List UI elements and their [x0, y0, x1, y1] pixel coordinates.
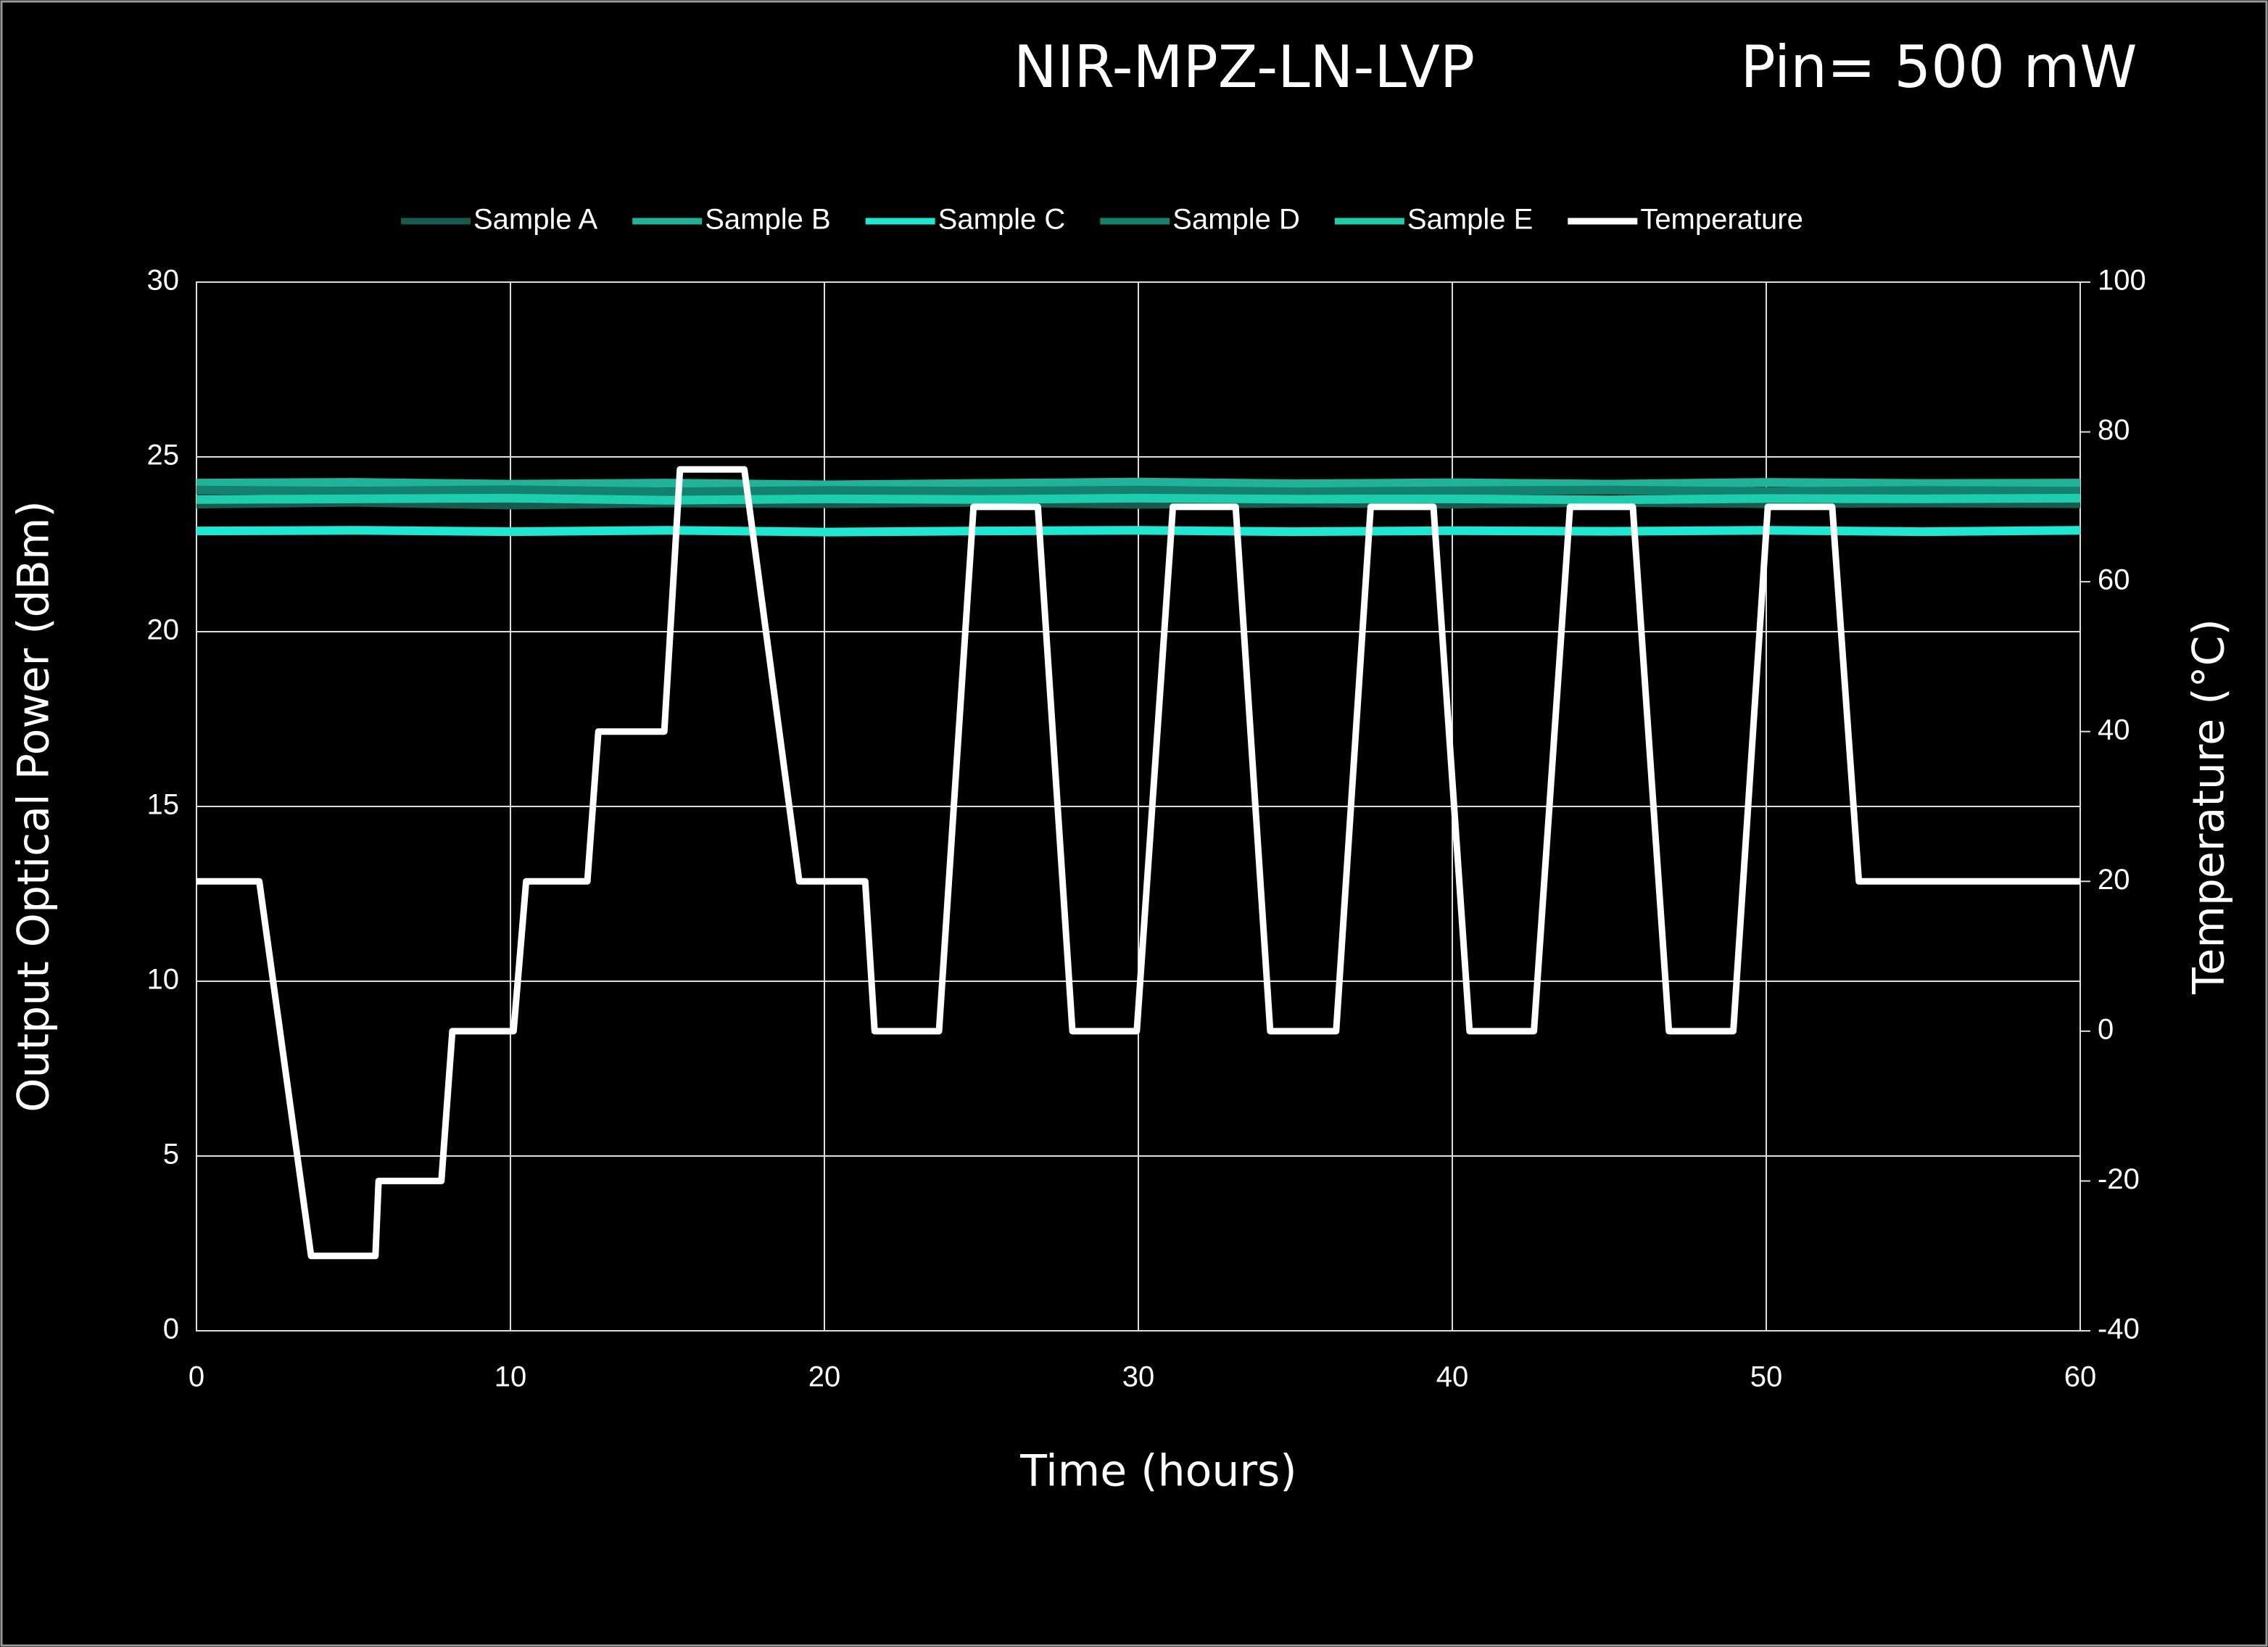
- chart-title: NIR-MPZ-LN-LVP: [1014, 33, 1475, 101]
- legend-label: Sample A: [473, 204, 598, 236]
- x-tick-label: 40: [1436, 1361, 1469, 1393]
- y-tick-label: 25: [147, 439, 180, 471]
- y2-tick-label: 100: [2098, 265, 2146, 297]
- legend-label: Temperature: [1640, 204, 1803, 236]
- temperature-line: [196, 466, 2080, 1260]
- x-tick-label: 50: [1750, 1361, 1783, 1393]
- legend: Sample A Sample B Sample C Sample D Sample E…: [401, 204, 1803, 236]
- y2-tick-label: 40: [2098, 714, 2130, 746]
- x-tick-label: 60: [2064, 1361, 2097, 1393]
- y2-tick-label: 0: [2098, 1013, 2114, 1045]
- plot-border: [196, 281, 2081, 1332]
- legend-label: Sample C: [938, 204, 1066, 236]
- sample-line: [196, 485, 2081, 497]
- y-tick-label: 10: [147, 964, 180, 996]
- y2-tick-label: 80: [2098, 414, 2130, 446]
- sample-line: [196, 477, 2081, 490]
- y2-tick-label: 60: [2098, 564, 2130, 596]
- y-axis-label: Output Optical Power (dBm): [9, 500, 59, 1113]
- y2-tick-label: -20: [2098, 1163, 2140, 1195]
- x-tick-label: 10: [494, 1361, 527, 1393]
- legend-label: Sample B: [705, 204, 830, 236]
- sample-line: [196, 498, 2081, 510]
- x-tick-label: 30: [1122, 1361, 1155, 1393]
- y-tick-label: 30: [147, 265, 180, 297]
- x-axis-label: Time (hours): [1019, 1446, 1296, 1497]
- y2-tick-label: 20: [2098, 864, 2130, 896]
- y2-tick-label: -40: [2098, 1313, 2140, 1345]
- y-tick-label: 20: [147, 614, 180, 646]
- y-tick-label: 15: [147, 789, 180, 821]
- x-tick-label: 20: [808, 1361, 841, 1393]
- legend-label: Sample D: [1172, 204, 1300, 236]
- legend-label: Sample E: [1407, 204, 1533, 236]
- x-tick-label: 0: [189, 1361, 204, 1393]
- sample-line: [196, 526, 2081, 537]
- y-tick-label: 5: [163, 1139, 179, 1171]
- sample-line: [196, 493, 2081, 505]
- y2-axis-label: Temperature (°C): [2184, 619, 2235, 995]
- annotation: Pin= 500 mW: [1740, 33, 2137, 101]
- y-tick-label: 0: [163, 1313, 179, 1345]
